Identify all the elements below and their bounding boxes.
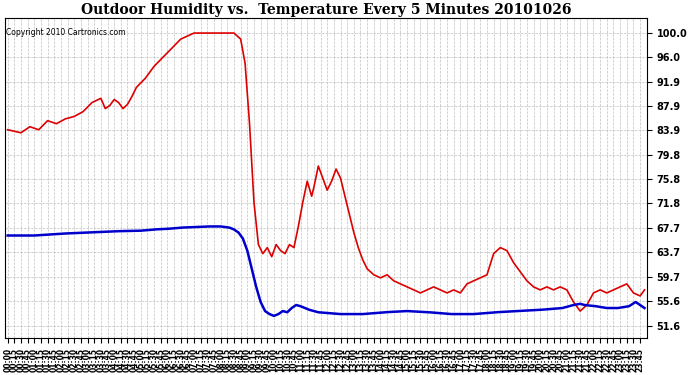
Title: Outdoor Humidity vs.  Temperature Every 5 Minutes 20101026: Outdoor Humidity vs. Temperature Every 5… bbox=[81, 3, 571, 17]
Text: Copyright 2010 Cartronics.com: Copyright 2010 Cartronics.com bbox=[6, 27, 126, 36]
